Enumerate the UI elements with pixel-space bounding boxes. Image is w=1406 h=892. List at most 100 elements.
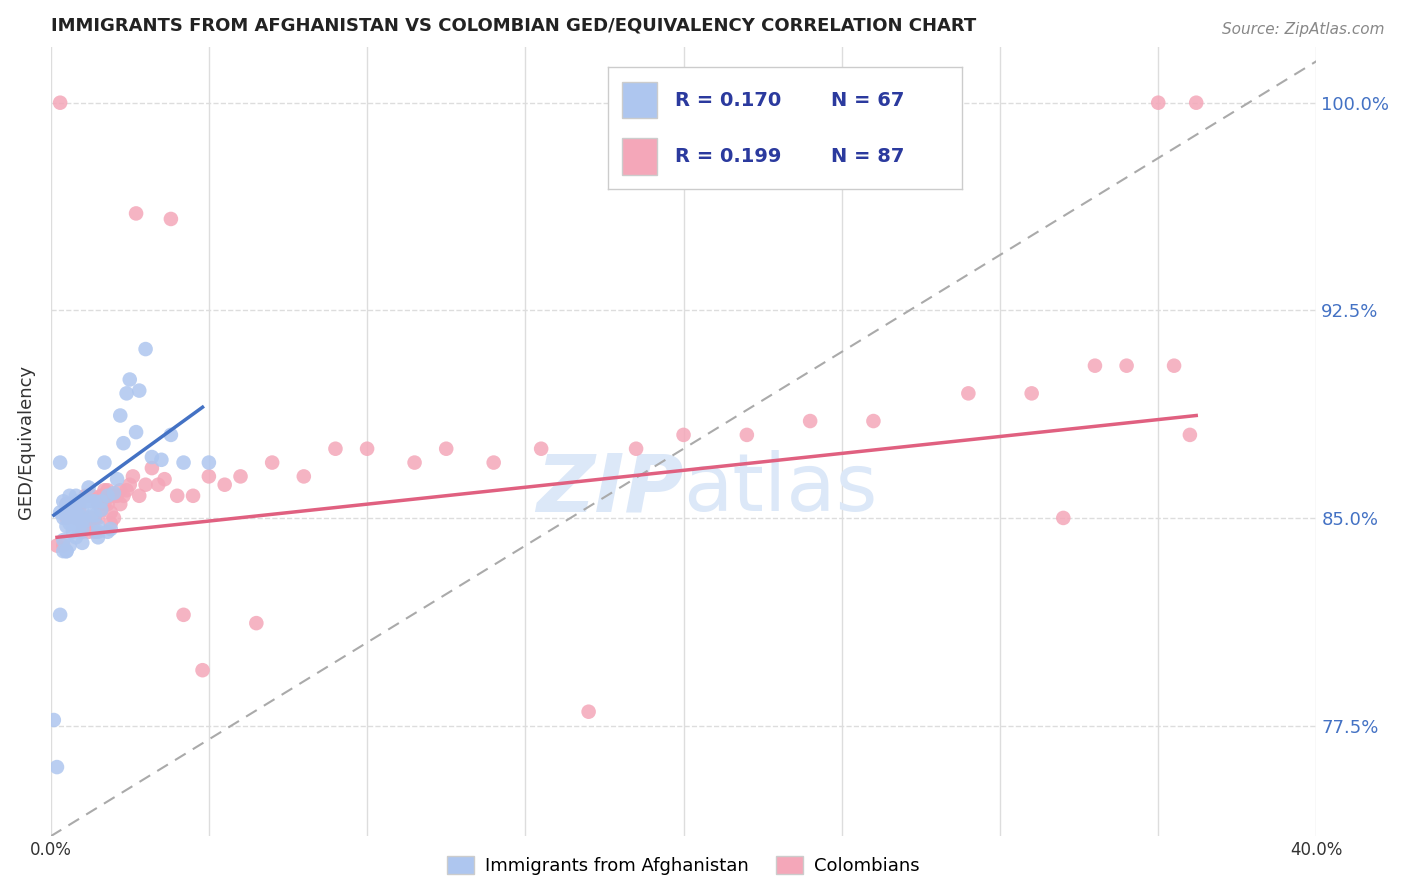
Point xyxy=(87,511,110,525)
Point xyxy=(356,442,378,456)
Point xyxy=(229,469,252,483)
Point xyxy=(75,516,97,531)
Point xyxy=(150,452,173,467)
Point xyxy=(55,497,77,511)
Point xyxy=(166,489,188,503)
Point xyxy=(55,508,77,523)
Point xyxy=(62,497,84,511)
Point xyxy=(103,489,125,503)
Point xyxy=(59,516,82,531)
Point xyxy=(97,483,120,498)
Point xyxy=(65,505,87,519)
Text: ZIP: ZIP xyxy=(536,450,683,528)
Point xyxy=(191,663,214,677)
Point xyxy=(72,522,94,536)
Point xyxy=(62,497,84,511)
Point xyxy=(173,607,195,622)
Point xyxy=(112,436,135,450)
Point xyxy=(52,544,75,558)
Point xyxy=(1185,95,1208,110)
Point xyxy=(181,489,204,503)
Point xyxy=(115,386,138,401)
Point xyxy=(100,505,122,519)
Point xyxy=(75,494,97,508)
Point xyxy=(72,514,94,528)
Point xyxy=(292,469,315,483)
Point xyxy=(80,508,103,523)
Point xyxy=(65,530,87,544)
Point xyxy=(105,472,128,486)
Point xyxy=(153,472,176,486)
Text: atlas: atlas xyxy=(683,450,877,528)
Point xyxy=(135,477,157,491)
Point xyxy=(62,511,84,525)
Point xyxy=(55,544,77,558)
Point xyxy=(49,505,72,519)
Point xyxy=(103,511,125,525)
Point xyxy=(105,489,128,503)
Point xyxy=(90,502,112,516)
Point xyxy=(90,502,112,516)
Point xyxy=(100,522,122,536)
Point xyxy=(46,539,69,553)
Point xyxy=(1084,359,1107,373)
Point xyxy=(62,505,84,519)
Point xyxy=(93,483,115,498)
Point xyxy=(672,428,695,442)
Point xyxy=(87,524,110,539)
Point xyxy=(93,497,115,511)
Point xyxy=(72,516,94,531)
Point xyxy=(198,456,221,470)
Point xyxy=(77,524,100,539)
Point xyxy=(80,489,103,503)
Point xyxy=(1021,386,1043,401)
Point xyxy=(59,497,82,511)
Point xyxy=(110,483,132,498)
Point xyxy=(97,489,120,503)
Point xyxy=(1163,359,1185,373)
Point xyxy=(49,95,72,110)
Point xyxy=(125,206,148,220)
Point xyxy=(72,502,94,516)
Point xyxy=(67,497,90,511)
Point xyxy=(148,477,170,491)
Point xyxy=(87,519,110,533)
Point xyxy=(84,494,107,508)
Point xyxy=(67,522,90,536)
Point xyxy=(160,428,183,442)
Point xyxy=(957,386,980,401)
Point xyxy=(72,536,94,550)
Text: Source: ZipAtlas.com: Source: ZipAtlas.com xyxy=(1222,22,1385,37)
Point xyxy=(80,511,103,525)
Point xyxy=(77,481,100,495)
Point xyxy=(59,489,82,503)
Point xyxy=(862,414,884,428)
Point xyxy=(62,497,84,511)
Point xyxy=(110,409,132,423)
Point xyxy=(80,494,103,508)
Point xyxy=(55,544,77,558)
Point xyxy=(118,372,141,386)
Point xyxy=(100,516,122,531)
Point xyxy=(75,489,97,503)
Point xyxy=(67,508,90,523)
Point xyxy=(52,533,75,547)
Point xyxy=(90,494,112,508)
Point xyxy=(67,494,90,508)
Point xyxy=(55,497,77,511)
Point xyxy=(110,497,132,511)
Point xyxy=(72,524,94,539)
Legend: Immigrants from Afghanistan, Colombians: Immigrants from Afghanistan, Colombians xyxy=(440,848,927,882)
Point xyxy=(93,456,115,470)
Point xyxy=(103,486,125,500)
Point xyxy=(77,494,100,508)
Point xyxy=(59,502,82,516)
Point xyxy=(122,469,145,483)
Point xyxy=(135,342,157,356)
Point xyxy=(141,461,163,475)
Point xyxy=(115,483,138,498)
Point xyxy=(173,456,195,470)
Point xyxy=(65,497,87,511)
Point xyxy=(65,511,87,525)
Point xyxy=(1147,95,1170,110)
